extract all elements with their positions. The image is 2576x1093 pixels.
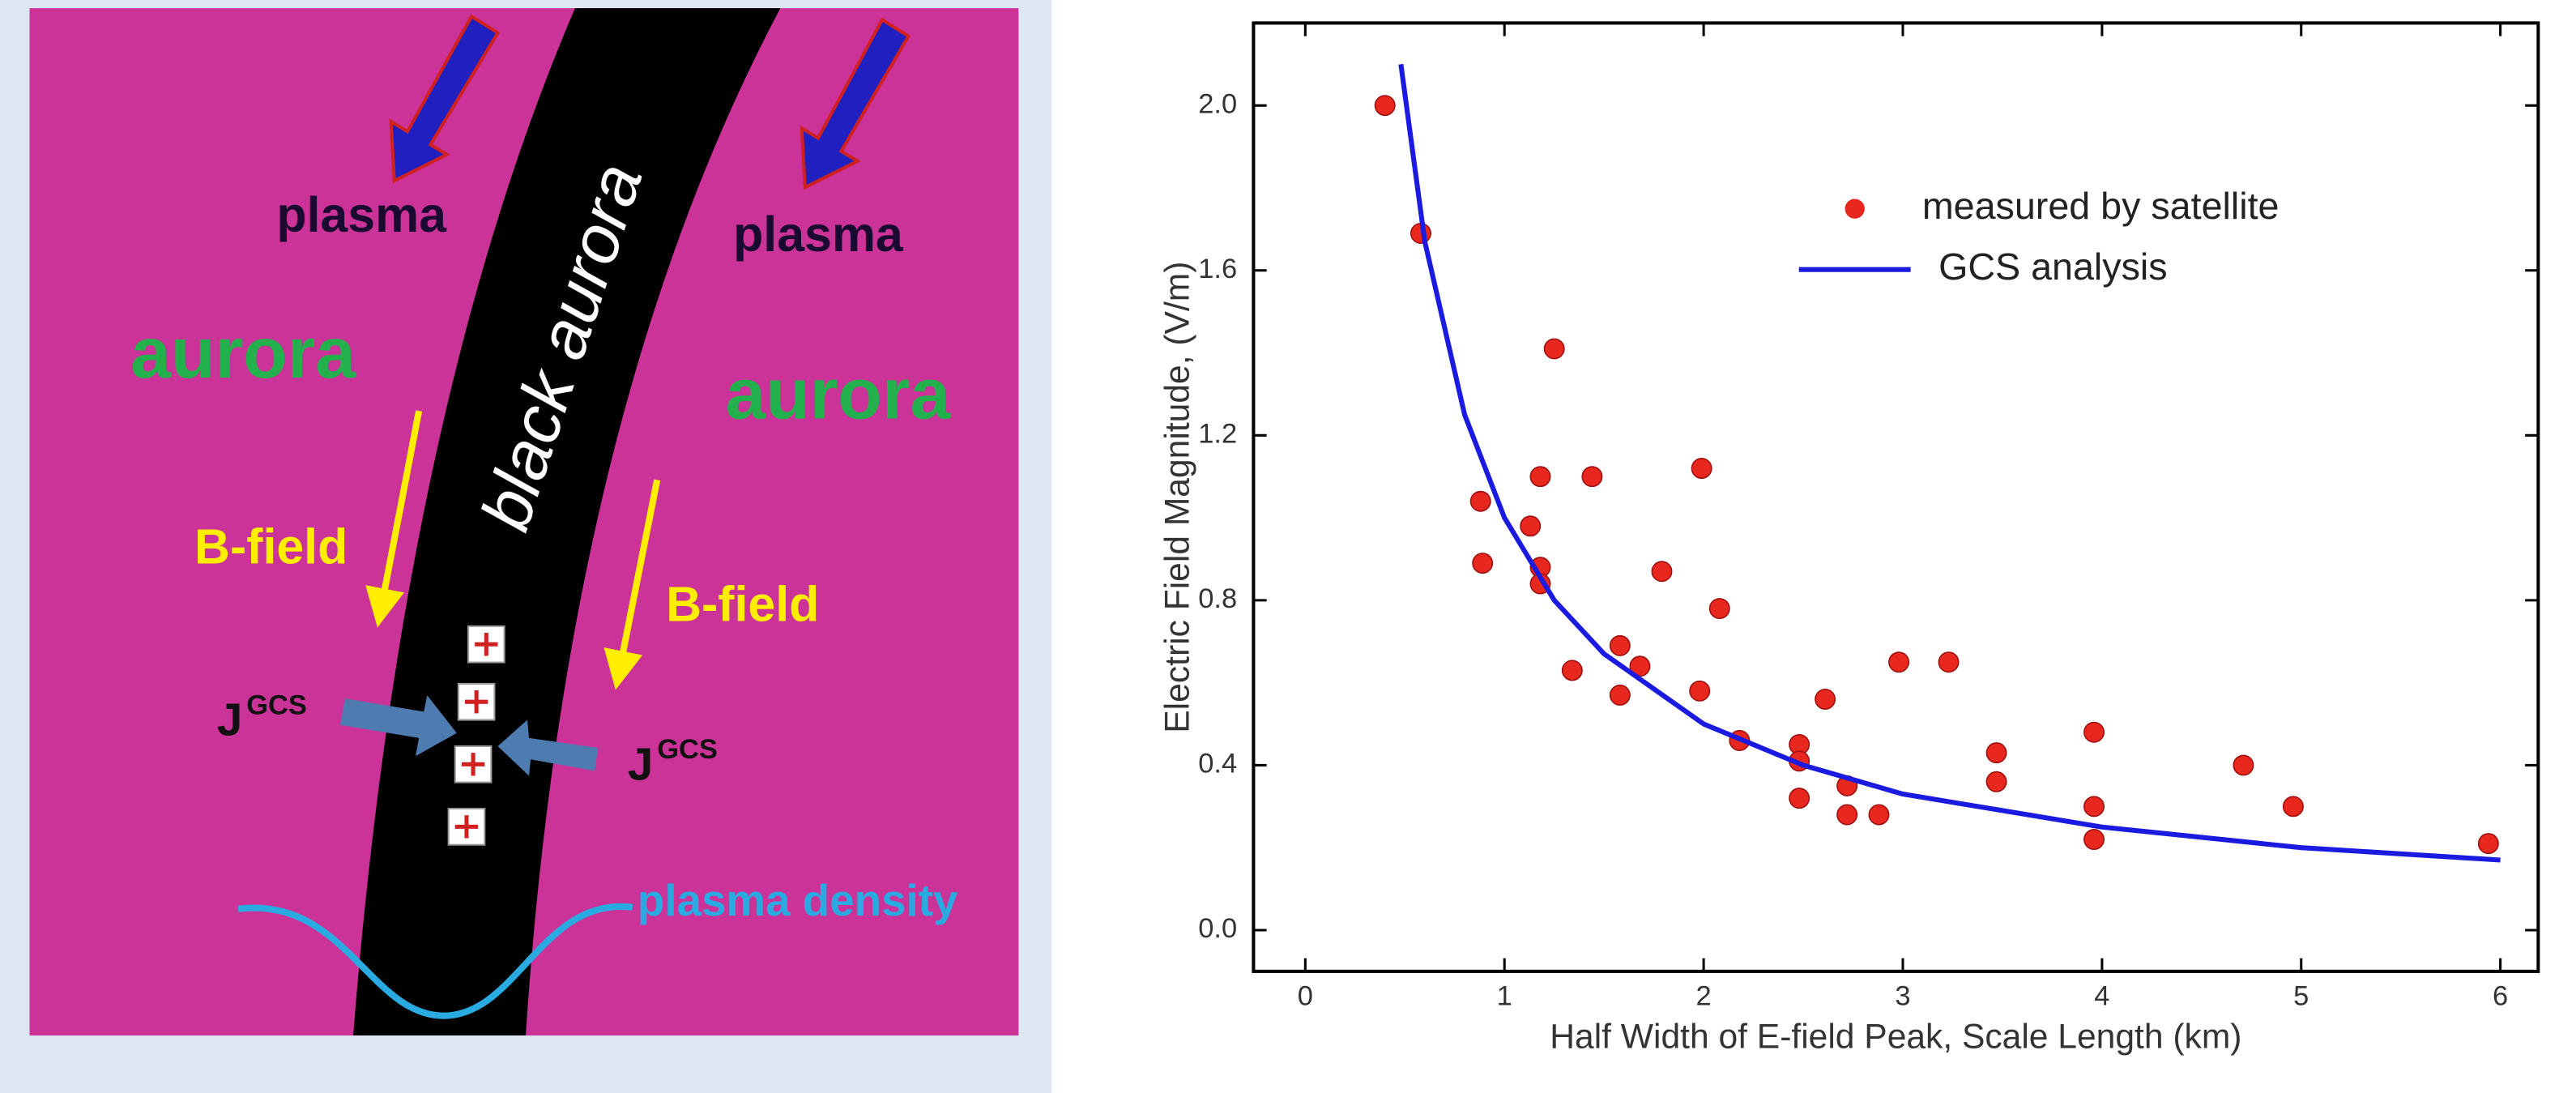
label-plasma: plasma [733, 207, 904, 262]
data-point [1691, 458, 1712, 480]
data-point [1985, 771, 2007, 792]
data-point [1609, 684, 1631, 706]
data-point [2233, 754, 2254, 776]
legend-swatch [1845, 199, 1865, 219]
label-b-field: B-field [666, 577, 819, 632]
data-point [1868, 804, 1890, 826]
label-aurora: aurora [725, 353, 951, 434]
data-point [1985, 742, 2007, 764]
x-axis-label: Half Width of E-field Peak, Scale Length… [1550, 1017, 2241, 1056]
y-tick-label: 1.2 [1198, 418, 1237, 449]
label-plasma-density: plasma density [638, 875, 958, 925]
data-point [2083, 796, 2105, 818]
data-line [1398, 63, 2501, 863]
y-axis-label: Electric Field Magnitude, (V/m) [1158, 262, 1196, 733]
data-point [1469, 490, 1491, 512]
y-tick-label: 0.4 [1198, 749, 1237, 779]
data-point [1520, 515, 1542, 537]
y-tick-label: 0.8 [1198, 583, 1237, 614]
density-curve [237, 903, 633, 1019]
label-j: J [217, 695, 243, 746]
label-gcs: GCS [657, 734, 718, 765]
data-point [2083, 721, 2105, 743]
data-point [1581, 466, 1603, 488]
label-aurora: aurora [130, 312, 356, 393]
legend-label: GCS analysis [1938, 245, 2167, 288]
data-point [1472, 553, 1494, 574]
charge-markers [447, 625, 505, 846]
y-tick-label: 0.0 [1198, 913, 1237, 944]
data-point [1609, 634, 1631, 656]
data-point [1836, 804, 1858, 826]
x-tick-label: 6 [2493, 980, 2508, 1011]
x-tick-label: 0 [1298, 980, 1313, 1011]
x-tick-label: 2 [1696, 980, 1712, 1011]
x-tick-label: 5 [2293, 980, 2309, 1011]
data-point [1374, 95, 1396, 117]
label-plasma: plasma [276, 187, 447, 242]
chart: 0 1 2 3 4 5 6 0.0 0.4 0.8 1.2 1.6 2.0 Half Width of E… [1158, 21, 2540, 1056]
y-tick-label: 1.6 [1198, 254, 1237, 284]
data-point [2083, 829, 2105, 851]
plot-frame [1252, 21, 2540, 973]
x-tick-label: 3 [1895, 980, 1910, 1011]
x-tick-label: 4 [2094, 980, 2109, 1011]
data-point [1708, 598, 1730, 620]
data-point [1543, 338, 1565, 360]
legend-label: measured by satellite [1922, 185, 2280, 227]
x-tick-label: 1 [1497, 980, 1512, 1011]
data-point [1888, 651, 1910, 673]
label-b-field: B-field [194, 519, 348, 574]
plasma-arrows [389, 14, 911, 190]
data-point [2477, 833, 2499, 855]
y-tick-label: 2.0 [1198, 88, 1237, 119]
data-point [1651, 561, 1673, 583]
b-field-arrows [365, 410, 661, 690]
data-point [2282, 796, 2304, 818]
current-arrows [339, 695, 599, 776]
data-point [1815, 689, 1836, 710]
data-point [1529, 466, 1551, 488]
label-gcs: GCS [246, 690, 307, 720]
data-point [1689, 680, 1711, 702]
data-point [1938, 651, 1960, 673]
label-j: J [628, 739, 654, 790]
data-point [1789, 788, 1810, 809]
data-point [1561, 660, 1583, 681]
